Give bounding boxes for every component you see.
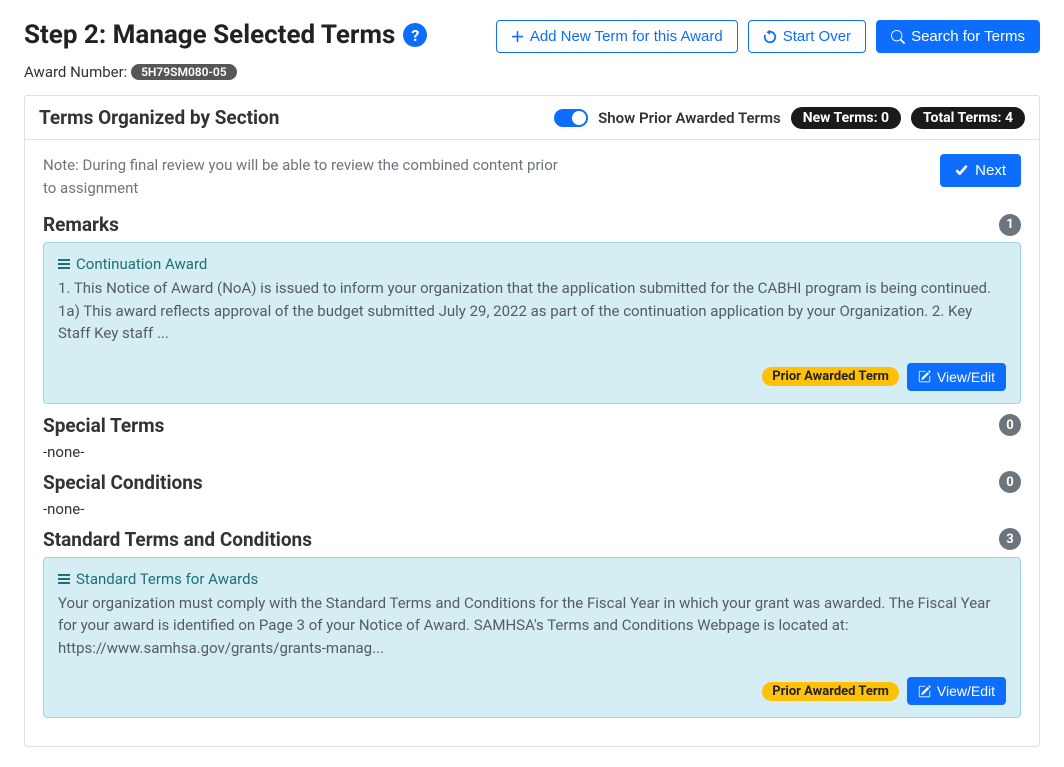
search-icon [891, 30, 905, 44]
special-terms-none: -none- [43, 443, 1021, 461]
next-button[interactable]: Next [940, 154, 1021, 187]
view-edit-label: View/Edit [937, 369, 995, 385]
add-new-term-label: Add New Term for this Award [530, 28, 723, 45]
show-prior-toggle[interactable] [554, 109, 588, 127]
section-count-special-terms: 0 [999, 414, 1021, 436]
section-title-special-terms: Special Terms [43, 414, 164, 437]
total-terms-badge: Total Terms: 4 [911, 107, 1025, 129]
section-count-remarks: 1 [999, 214, 1021, 236]
section-head-special-conditions: Special Conditions 0 [43, 471, 1021, 494]
add-new-term-button[interactable]: Add New Term for this Award [496, 20, 738, 53]
main-panel: Terms Organized by Section Show Prior Aw… [24, 95, 1040, 747]
start-over-label: Start Over [783, 28, 851, 45]
section-head-remarks: Remarks 1 [43, 213, 1021, 236]
award-number-line: Award Number: 5H79SM080-05 [24, 63, 1040, 81]
term-card-standard: Standard Terms for Awards Your organizat… [43, 557, 1021, 719]
check-icon [955, 164, 969, 178]
plus-icon [511, 30, 524, 43]
section-title-special-conditions: Special Conditions [43, 471, 203, 494]
award-number-badge: 5H79SM080-05 [131, 64, 237, 80]
term-card-remarks: Continuation Award 1. This Notice of Awa… [43, 242, 1021, 404]
drag-handle-icon[interactable] [58, 259, 70, 269]
prior-awarded-badge: Prior Awarded Term [762, 682, 899, 701]
view-edit-button[interactable]: View/Edit [907, 677, 1006, 705]
term-card-title-row: Standard Terms for Awards [58, 570, 1006, 588]
help-icon[interactable]: ? [403, 23, 427, 47]
page-title-text: Step 2: Manage Selected Terms [24, 20, 395, 50]
panel-title: Terms Organized by Section [39, 106, 279, 129]
next-button-label: Next [975, 162, 1006, 179]
panel-header: Terms Organized by Section Show Prior Aw… [25, 96, 1039, 140]
edit-icon [918, 685, 931, 698]
award-number-label: Award Number: [24, 63, 127, 81]
page-title: Step 2: Manage Selected Terms ? [24, 20, 427, 50]
prior-awarded-badge: Prior Awarded Term [762, 367, 899, 386]
new-terms-badge: New Terms: 0 [791, 107, 901, 129]
term-card-title: Standard Terms for Awards [76, 570, 258, 588]
edit-icon [918, 370, 931, 383]
term-card-title: Continuation Award [76, 255, 207, 273]
drag-handle-icon[interactable] [58, 574, 70, 584]
special-conditions-none: -none- [43, 500, 1021, 518]
view-edit-button[interactable]: View/Edit [907, 363, 1006, 391]
start-over-button[interactable]: Start Over [748, 20, 866, 53]
header-button-row: Add New Term for this Award Start Over S… [496, 20, 1040, 53]
term-card-body: 1. This Notice of Award (NoA) is issued … [58, 277, 1006, 345]
section-head-special-terms: Special Terms 0 [43, 414, 1021, 437]
view-edit-label: View/Edit [937, 683, 995, 699]
panel-body: Note: During final review you will be ab… [25, 140, 1039, 746]
search-for-terms-button[interactable]: Search for Terms [876, 20, 1040, 53]
review-note: Note: During final review you will be ab… [43, 154, 563, 199]
section-head-standard: Standard Terms and Conditions 3 [43, 528, 1021, 551]
undo-icon [763, 30, 777, 44]
term-card-body: Your organization must comply with the S… [58, 592, 1006, 660]
section-count-special-conditions: 0 [999, 471, 1021, 493]
section-title-standard: Standard Terms and Conditions [43, 528, 312, 551]
show-prior-toggle-label: Show Prior Awarded Terms [598, 109, 781, 127]
section-count-standard: 3 [999, 528, 1021, 550]
term-card-title-row: Continuation Award [58, 255, 1006, 273]
search-for-terms-label: Search for Terms [911, 28, 1025, 45]
section-title-remarks: Remarks [43, 213, 119, 236]
